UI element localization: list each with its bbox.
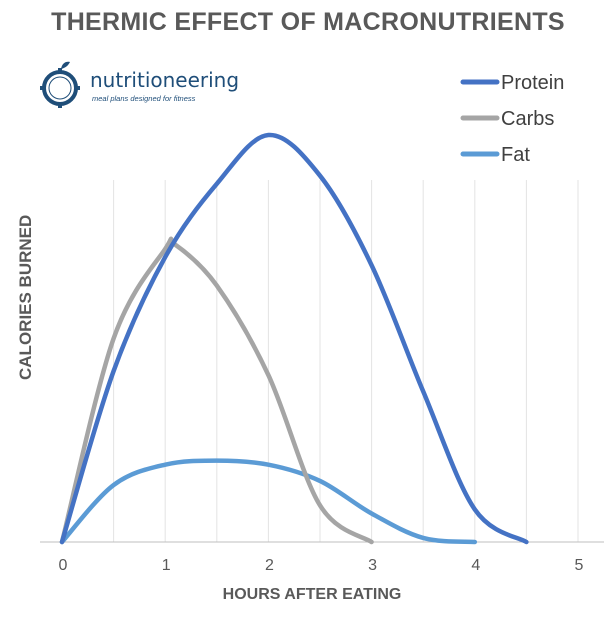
x-tick-label: 4 [471,557,480,574]
series-line-protein [59,132,529,545]
series-line-fat [59,458,478,545]
series-lines [59,132,529,545]
x-tick-labels: 0 1 2 3 4 5 [59,557,584,574]
logo-name: nutritioneering [90,68,240,92]
legend: Protein Carbs Fat [460,72,564,166]
x-axis-label: HOURS AFTER EATING [222,586,402,603]
x-tick-label: 3 [368,557,377,574]
x-tick-label: 5 [575,557,584,574]
gridlines [113,180,579,542]
legend-label-carbs: Carbs [501,108,554,130]
logo-tagline: meal plans designed for fitness [92,94,196,103]
x-tick-label: 1 [162,557,171,574]
legend-label-fat: Fat [501,144,530,166]
logo: nutritioneering meal plans designed for … [40,60,240,112]
x-tick-label: 0 [59,557,68,574]
chart-title: THERMIC EFFECT OF MACRONUTRIENTS [51,8,565,36]
x-tick-label: 2 [265,557,274,574]
apple-gear-icon [40,61,80,108]
series-line-carbs [59,236,374,545]
y-axis-label: CALORIES BURNED [16,214,35,380]
legend-label-protein: Protein [501,72,564,94]
